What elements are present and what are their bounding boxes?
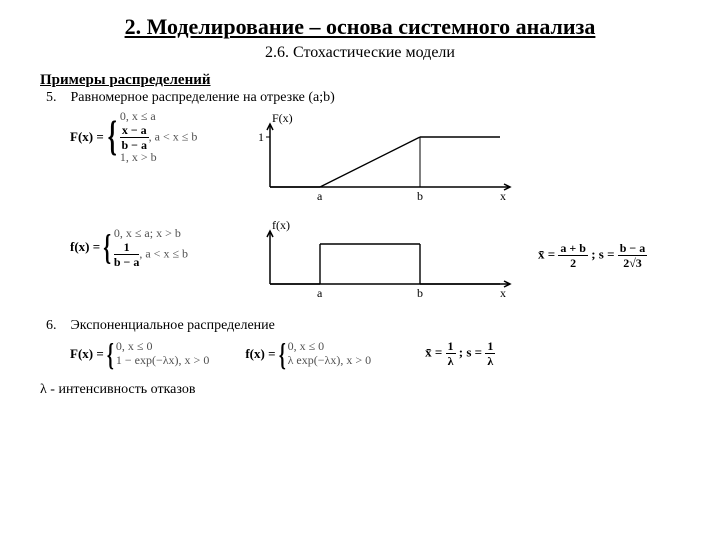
svg-text:a: a — [317, 189, 323, 203]
svg-text:b: b — [417, 189, 423, 203]
formula-fx-uniform: f(x) = { 0, x ≤ a; x > b 1b − a, a < x ≤… — [70, 227, 220, 268]
page-subtitle: 2.6. Стохастические модели — [40, 44, 680, 62]
formula-Fx-exp: F(x) = { 0, x ≤ 0 1 − exp(−λx), x > 0 — [70, 340, 209, 368]
item-6-text: Экспоненциальное распределение — [71, 318, 275, 333]
svg-text:f(x): f(x) — [272, 218, 290, 232]
formula-Fx-uniform: F(x) = { 0, x ≤ a x − ab − a, a < x ≤ b … — [70, 110, 220, 165]
item-6-num: 6. — [46, 318, 57, 333]
lambda-note: λ - интенсивность отказов — [40, 382, 680, 398]
svg-text:b: b — [417, 286, 423, 300]
item-5-num: 5. — [46, 90, 57, 105]
svg-text:x: x — [500, 189, 506, 203]
item-6-line: 6. Экспоненциальное распределение — [46, 318, 680, 334]
formula-uniform-moments: x̄ = a + b2 ; s = b − a2√3 — [538, 242, 647, 269]
section-header: Примеры распределений — [40, 72, 680, 89]
chart-cdf: F(x) 1 a b x — [244, 110, 514, 215]
svg-text:a: a — [317, 286, 323, 300]
svg-text:x: x — [500, 286, 506, 300]
item-5-line: 5. Равномерное распределение на отрезке … — [46, 90, 680, 106]
svg-text:1: 1 — [258, 130, 264, 144]
formula-fx-exp: f(x) = { 0, x ≤ 0 λ exp(−λx), x > 0 — [245, 340, 371, 368]
page-title: 2. Моделирование – основа системного ана… — [40, 14, 680, 40]
item-5-text: Равномерное распределение на отрезке (a;… — [71, 90, 335, 105]
formula-exp-moments: x̄ = 1λ ; s = 1λ — [425, 340, 495, 367]
svg-text:F(x): F(x) — [272, 111, 293, 125]
chart-pdf: f(x) a b x — [244, 217, 514, 312]
